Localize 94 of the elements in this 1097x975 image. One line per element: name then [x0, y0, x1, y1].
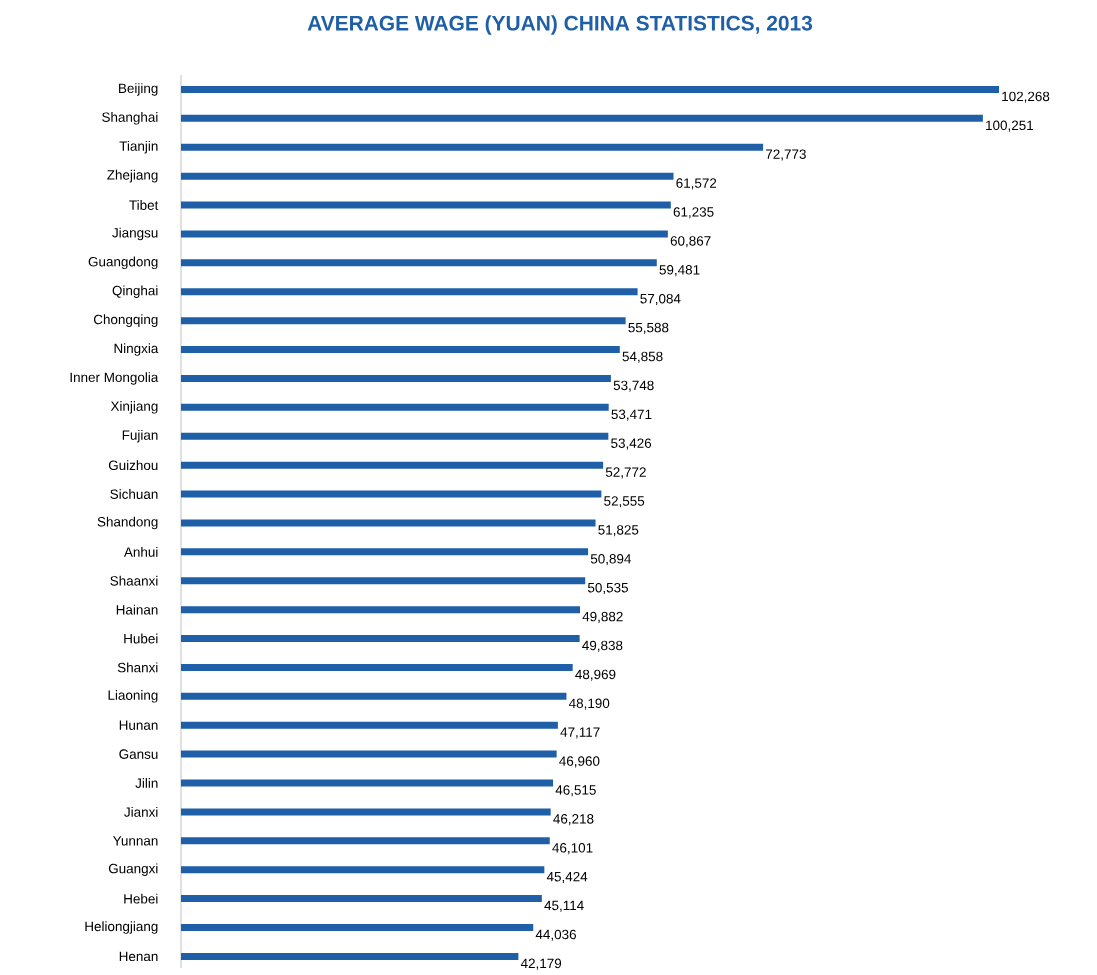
data-label: 45,114 [544, 900, 584, 912]
y-tick-label: Hainan [116, 604, 158, 615]
bar [181, 635, 580, 643]
data-label: 59,481 [659, 265, 700, 277]
data-label: 49,838 [582, 640, 623, 652]
data-label: 61,572 [676, 178, 717, 190]
bar [181, 750, 557, 758]
data-label: 48,190 [568, 698, 610, 710]
data-label: 45,424 [546, 871, 588, 884]
y-tick-label: Shanghai [102, 112, 158, 125]
data-label: 61,235 [673, 207, 714, 219]
bar [181, 346, 620, 354]
y-tick-label: Hubei [124, 633, 158, 644]
data-label: 46,218 [553, 814, 594, 826]
y-tick-label: Shanxi [117, 662, 158, 673]
y-tick-label: Ningxia [114, 343, 159, 356]
data-label: 46,515 [555, 785, 596, 797]
bar [181, 866, 545, 874]
data-label: 50,535 [587, 582, 628, 595]
y-tick-label: Guangxi [108, 863, 158, 876]
data-label: 53,748 [613, 380, 654, 392]
y-tick-label: Chongqing [93, 314, 158, 327]
data-label: 57,084 [640, 293, 681, 306]
bar [181, 317, 626, 325]
y-tick-label: Shaanxi [110, 575, 158, 586]
bar [181, 779, 554, 787]
y-tick-label: Guizhou [108, 460, 158, 471]
data-label: 54,858 [622, 351, 663, 363]
data-label: 53,426 [611, 438, 652, 450]
bar [181, 230, 668, 238]
y-tick-label: Guangdong [88, 256, 158, 270]
y-tick-label: Shandong [97, 516, 158, 530]
data-label: 53,471 [611, 409, 652, 421]
bar [181, 461, 604, 469]
bar [181, 663, 573, 671]
y-tick-label: Jiangsu [112, 227, 158, 241]
bar [181, 259, 657, 267]
bar [181, 808, 551, 816]
data-label: 42,179 [520, 958, 562, 970]
bar [181, 692, 567, 700]
y-tick-label: Henan [119, 951, 158, 962]
y-tick-label: Jilin [135, 778, 158, 788]
bar [181, 548, 589, 556]
y-tick-label: Zhejiang [107, 169, 158, 183]
data-label: 48,969 [575, 669, 616, 681]
data-label: 55,588 [628, 322, 669, 334]
y-tick-label: Inner Mongolia [70, 372, 159, 385]
y-tick-label: Xinjiang [110, 401, 158, 414]
bar [181, 85, 1000, 93]
bar [181, 895, 542, 903]
bar [181, 201, 671, 209]
y-tick-label: Liaoning [108, 690, 158, 703]
bar [181, 172, 674, 180]
bar [181, 519, 596, 527]
bar [181, 490, 602, 498]
data-label: 44,036 [535, 929, 576, 941]
y-tick-label: Hebei [124, 893, 158, 904]
bar [181, 143, 764, 151]
data-label: 100,251 [986, 120, 1034, 132]
y-tick-label: Tibet [129, 200, 159, 210]
bar [181, 577, 586, 585]
bar [181, 952, 519, 960]
data-label: 46,960 [559, 756, 600, 768]
y-tick-label: Tianjin [119, 140, 158, 154]
bar [181, 432, 609, 440]
y-tick-label: Fujian [122, 429, 158, 443]
chart-title: AVERAGE WAGE (YUAN) CHINA STATISTICS, 2013 [307, 15, 813, 35]
bar [181, 288, 638, 296]
y-tick-label: Beijing [119, 83, 158, 96]
data-label: 46,101 [552, 843, 593, 855]
data-label: 52,772 [605, 467, 646, 479]
data-label: 52,555 [604, 496, 645, 508]
y-tick-label: Anhui [123, 546, 158, 557]
data-label: 50,894 [590, 554, 632, 566]
bar [181, 721, 558, 729]
bar [181, 837, 550, 845]
y-tick-label: Gansu [119, 749, 158, 759]
data-label: 72,773 [765, 149, 806, 161]
bar [181, 114, 983, 122]
data-label: 51,825 [598, 525, 639, 537]
data-label: 102,268 [1002, 91, 1050, 103]
y-tick-label: Yunnan [112, 836, 158, 846]
data-label: 60,867 [670, 236, 711, 248]
data-label: 47,117 [560, 727, 600, 739]
y-tick-label: Hunan [119, 720, 158, 730]
y-tick-label: Heliongjiang [85, 921, 158, 934]
bar [181, 606, 580, 614]
y-tick-label: Sichuan [110, 489, 158, 499]
y-tick-label: Qinghai [112, 285, 158, 298]
data-label: 49,882 [582, 611, 623, 623]
bar [181, 403, 609, 411]
bar [181, 374, 611, 382]
bar [181, 924, 534, 932]
y-tick-label: Jianxi [124, 806, 158, 817]
